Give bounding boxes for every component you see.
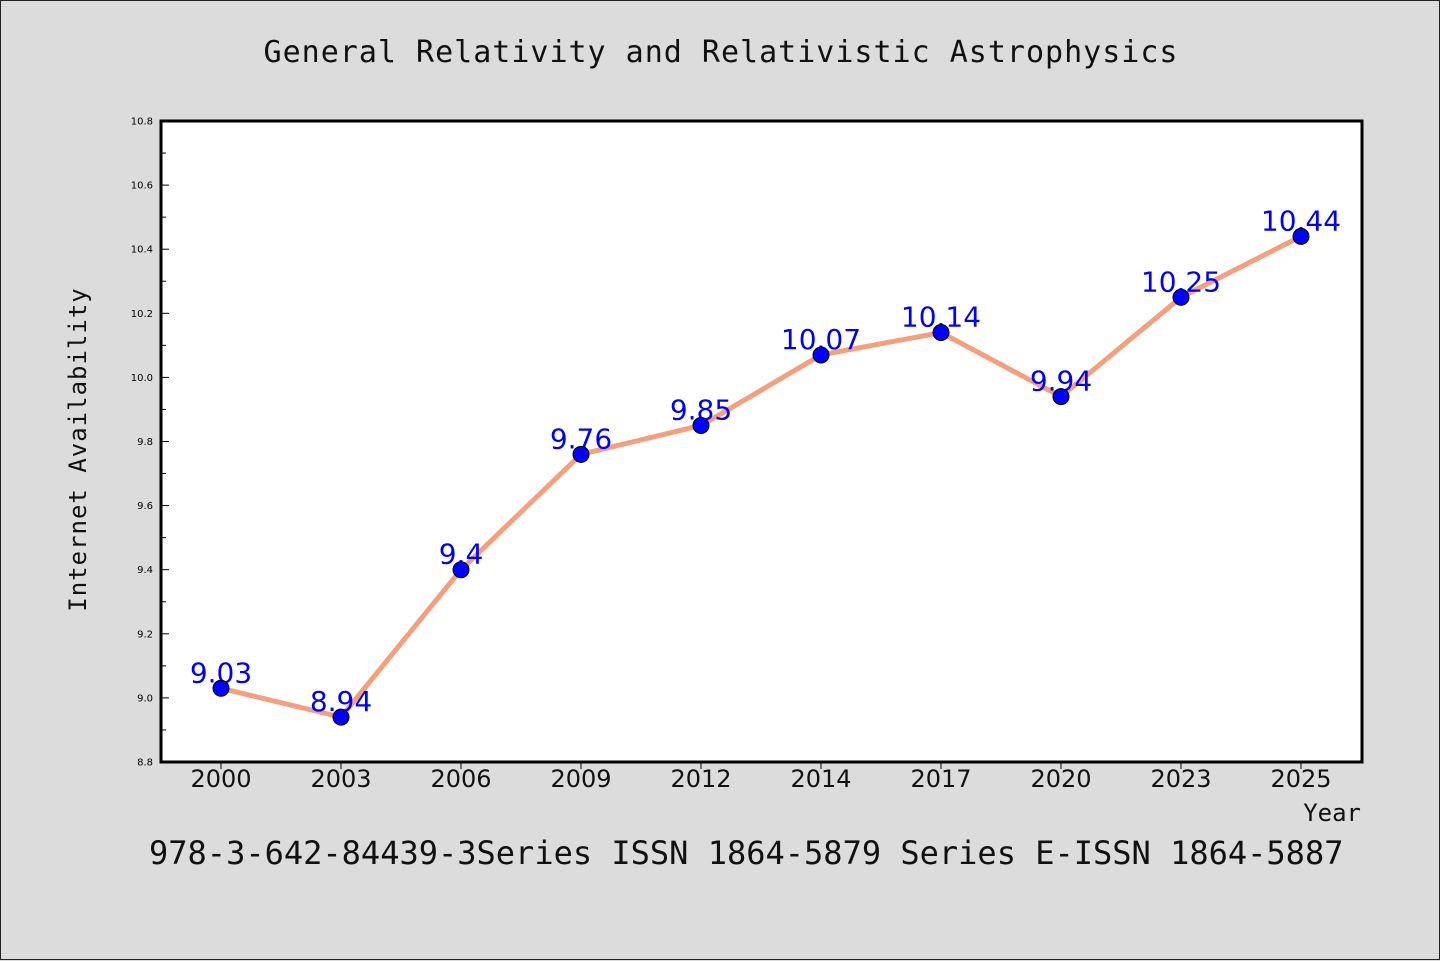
y-tick-label-5: 9.8 [137,437,153,448]
x-tick-label-2: 2006 [430,765,491,793]
y-tick-label-0: 8.8 [137,758,153,769]
x-tick-label-1: 2003 [310,765,371,793]
x-tick-label-6: 2017 [910,765,971,793]
y-tick-label-7: 10.2 [131,309,153,320]
y-tick-label-6: 10.0 [131,373,153,384]
data-point-1 [332,708,350,726]
data-point-6 [932,324,950,342]
data-point-3 [572,445,590,463]
y-tick-label-2: 9.2 [137,629,153,640]
x-tick-label-4: 2012 [670,765,731,793]
y-tick-label-8: 10.4 [131,245,153,256]
x-tick-label-0: 2000 [190,765,251,793]
x-tick-label-9: 2025 [1270,765,1331,793]
y-tick-label-10: 10.8 [131,117,153,128]
chart-title: General Relativity and Relativistic Astr… [263,35,1179,70]
data-point-8 [1172,288,1190,306]
x-tick-label-3: 2009 [550,765,611,793]
y-axis-label: Internet Availability [64,287,92,611]
x-axis-label: Year [1303,799,1361,827]
y-tick-label-1: 9.0 [137,693,153,704]
x-tick-label-5: 2014 [790,765,851,793]
x-tick-label-8: 2023 [1150,765,1211,793]
data-point-0 [212,679,230,697]
data-point-7 [1052,388,1070,406]
x-tick-label-7: 2020 [1030,765,1091,793]
data-point-4 [692,416,710,434]
data-point-2 [452,561,470,579]
plot-area [159,119,1364,764]
y-tick-label-3: 9.4 [137,565,153,576]
y-tick-label-4: 9.6 [137,501,153,512]
series-line [218,233,1304,720]
data-point-9 [1292,227,1310,245]
footer-isbn-text: 978-3-642-84439-3Series ISSN 1864-5879 S… [149,834,1344,872]
y-tick-label-9: 10.6 [131,181,153,192]
data-point-5 [812,346,830,364]
